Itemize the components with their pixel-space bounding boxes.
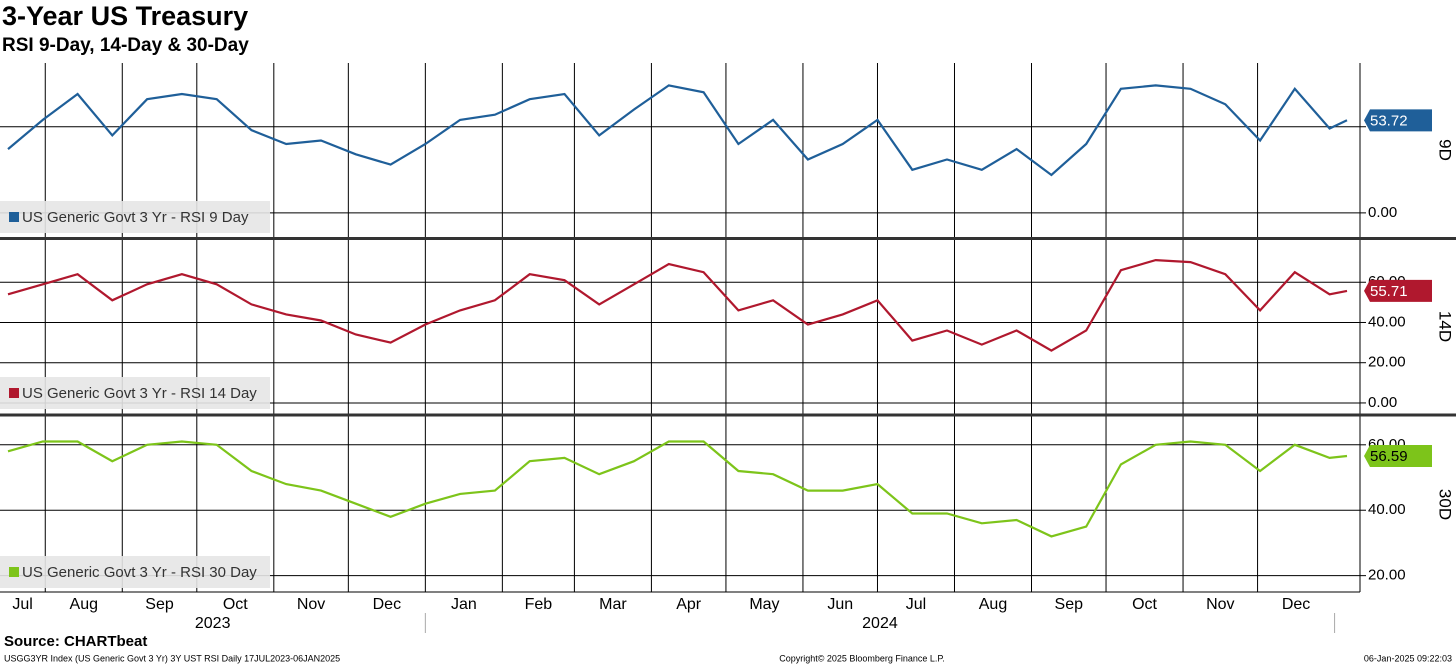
x-tick-label: May [749,596,779,613]
legend-label: US Generic Govt 3 Yr - RSI 9 Day [22,209,249,226]
legend-box [0,377,270,409]
x-tick-label: Jul [906,596,926,613]
y-tick-label: 20.00 [1368,354,1406,371]
value-label: 56.59 [1370,448,1408,465]
x-tick-label: Mar [599,596,627,613]
chart-subtitle: RSI 9-Day, 14-Day & 30-Day [2,35,249,56]
year-label: 2023 [195,615,231,632]
legend-box [0,556,270,588]
footer-left: USGG3YR Index (US Generic Govt 3 Yr) 3Y … [4,653,340,663]
y-tick-label: 0.00 [1368,204,1397,221]
x-tick-label: Sep [145,596,174,613]
legend-box [0,201,270,233]
axis-label: 30D [1436,489,1455,520]
x-tick-label: Sep [1055,596,1084,613]
x-tick-label: Feb [525,596,553,613]
x-tick-label: Nov [297,596,325,613]
axis-label: 14D [1436,311,1455,342]
footer-right: 06-Jan-2025 09:22:03 [1364,653,1452,663]
y-tick-label: 40.00 [1368,313,1406,330]
x-tick-label: Jan [451,596,477,613]
legend-swatch [9,567,19,577]
value-label: 53.72 [1370,112,1408,129]
year-label: 2024 [862,615,898,632]
value-box [1364,109,1432,132]
y-tick-label: 20.00 [1368,567,1406,584]
value-box [1364,279,1432,302]
x-tick-label: Jul [12,596,32,613]
x-tick-label: Oct [223,596,248,613]
footer-center: Copyright© 2025 Bloomberg Finance L.P. [779,653,945,663]
legend-label: US Generic Govt 3 Yr - RSI 14 Day [22,385,257,402]
series-line [7,440,1348,538]
x-tick-label: Dec [373,596,401,613]
source: Source: CHARTbeat [4,633,147,650]
y-tick-label: 40.00 [1368,501,1406,518]
x-tick-label: Nov [1206,596,1234,613]
x-tick-label: Dec [1282,596,1310,613]
legend-label: US Generic Govt 3 Yr - RSI 30 Day [22,564,257,581]
x-tick-label: Apr [676,596,702,613]
x-tick-label: Oct [1132,596,1157,613]
y-tick-label: 0.00 [1368,394,1397,411]
legend-swatch [9,388,19,398]
legend-swatch [9,212,19,222]
series-line [7,258,1348,352]
x-tick-label: Jun [827,596,853,613]
value-label: 55.71 [1370,283,1408,300]
value-box [1364,444,1432,467]
x-tick-label: Aug [70,596,98,613]
chart-title: 3-Year US Treasury [2,1,248,31]
axis-label: 9D [1436,139,1455,161]
series-line [7,84,1348,177]
x-tick-label: Aug [979,596,1007,613]
